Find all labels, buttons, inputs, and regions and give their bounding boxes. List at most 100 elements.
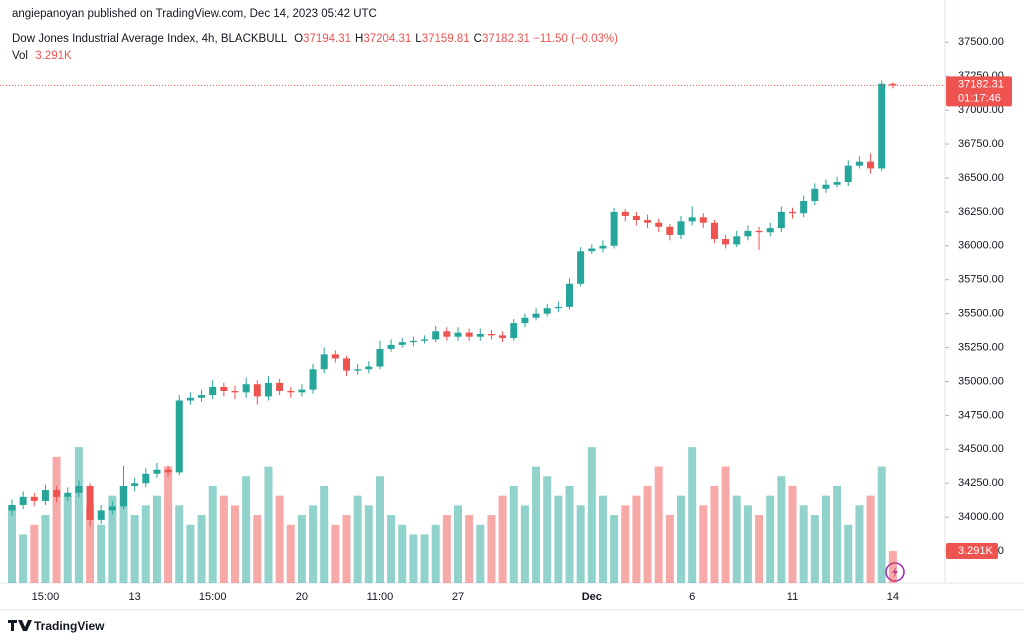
candle-body [655, 222, 663, 227]
candle-body [822, 184, 830, 189]
candle-body [499, 335, 507, 339]
volume-bar [175, 505, 184, 583]
ohlc-value: 37194.31 [303, 33, 352, 45]
ohlc-value: 37159.81 [421, 33, 470, 45]
x-tick-label: 15:00 [32, 591, 60, 603]
y-tick-label: 36750.00 [958, 138, 1004, 150]
candle-body [766, 228, 774, 233]
volume-bar [320, 485, 329, 583]
y-tick-label: 34750.00 [958, 409, 1004, 421]
candle-body [231, 390, 239, 393]
candle-body [409, 340, 417, 343]
volume-bar [677, 495, 685, 583]
volume-bar [353, 495, 362, 583]
volume-bar [119, 485, 128, 583]
volume-bar [86, 505, 95, 583]
volume-bar [866, 495, 875, 583]
ohlc-key: O [294, 33, 304, 45]
volume-bar [375, 476, 384, 583]
y-tick-label: 36500.00 [958, 172, 1004, 184]
countdown: 01:17:46 [958, 92, 1001, 104]
volume-bar [108, 495, 117, 583]
volume-bar [398, 524, 407, 583]
y-tick-label: 34250.00 [958, 477, 1004, 489]
candle-body [220, 386, 228, 391]
y-tick-label: 34500.00 [958, 443, 1004, 455]
candle-body [387, 344, 395, 349]
candle-body [19, 496, 27, 505]
candle-body [120, 485, 127, 507]
volume-bar [732, 495, 741, 583]
volume-bar [331, 524, 340, 583]
y-tick-label: 35500.00 [958, 308, 1004, 320]
ohlc-key: C [473, 33, 482, 45]
volume-bar [465, 515, 474, 583]
volume-bar [654, 466, 663, 583]
candle-body [454, 332, 462, 337]
candle-body [465, 332, 473, 337]
candle-body [889, 83, 897, 86]
volume-bar [208, 485, 217, 583]
candle-body [487, 333, 495, 336]
volume-bar [197, 515, 206, 583]
vol-value: 3.291K [35, 50, 72, 62]
candle-body [666, 226, 674, 235]
footer-brand: TradingView [34, 619, 105, 633]
volume-bar [186, 524, 195, 583]
volume-tag-label: 3.291K [958, 545, 994, 557]
volume-bar [699, 505, 708, 583]
volume-bar [520, 505, 529, 583]
volume-bar [821, 495, 830, 583]
volume-bar [141, 505, 150, 583]
candle-body [421, 339, 429, 341]
volume-bar [130, 515, 139, 583]
candle-body [610, 211, 618, 246]
x-tick-label: 13 [129, 591, 141, 603]
candle-body [632, 215, 640, 221]
candle-body [577, 251, 585, 284]
volume-bar [621, 505, 630, 583]
candle-body [744, 230, 752, 237]
ohlc-key: L [415, 33, 422, 45]
volume-bar [777, 476, 786, 583]
x-tick-label: 6 [689, 591, 695, 603]
y-tick-label: 34000.00 [958, 511, 1004, 523]
candle-body [376, 348, 384, 367]
volume-bar [710, 485, 719, 583]
volume-bar [431, 524, 440, 583]
candle-body [588, 248, 596, 252]
footer-logo [8, 620, 32, 631]
candle-body [532, 313, 540, 318]
candle-body [276, 382, 284, 391]
vol-label: Vol [12, 50, 28, 62]
volume-bar [286, 524, 295, 583]
volume-bar [309, 505, 318, 583]
ohlc-value: 37182.31 [481, 33, 530, 45]
volume-bar [643, 485, 652, 583]
volume-bar [543, 476, 552, 583]
candle-body [186, 397, 194, 401]
candle-body [343, 358, 350, 371]
volume-bar [409, 534, 418, 583]
candle-body [97, 510, 105, 520]
ohlc-value: 37204.31 [363, 33, 412, 45]
volume-bar [844, 524, 853, 583]
volume-bar [19, 534, 28, 583]
volume-bar [41, 515, 50, 583]
candle-body [198, 395, 206, 398]
candle-body [41, 490, 49, 501]
volume-bar [610, 515, 619, 583]
volume-bar [665, 515, 674, 583]
y-tick-label: 37500.00 [958, 36, 1004, 48]
volume-bar [632, 495, 641, 583]
volume-bar [833, 485, 842, 583]
candle-body [733, 236, 741, 245]
x-tick-label: 27 [452, 591, 464, 603]
volume-bar [420, 534, 429, 583]
candle-body [242, 384, 250, 393]
ohlc-legend: O37194.31 H37204.31 L37159.81 C37182.31 [290, 33, 530, 45]
change: −11.50 (−0.03%) [533, 33, 618, 45]
volume-bar [799, 505, 808, 583]
volume-bar [164, 466, 173, 583]
